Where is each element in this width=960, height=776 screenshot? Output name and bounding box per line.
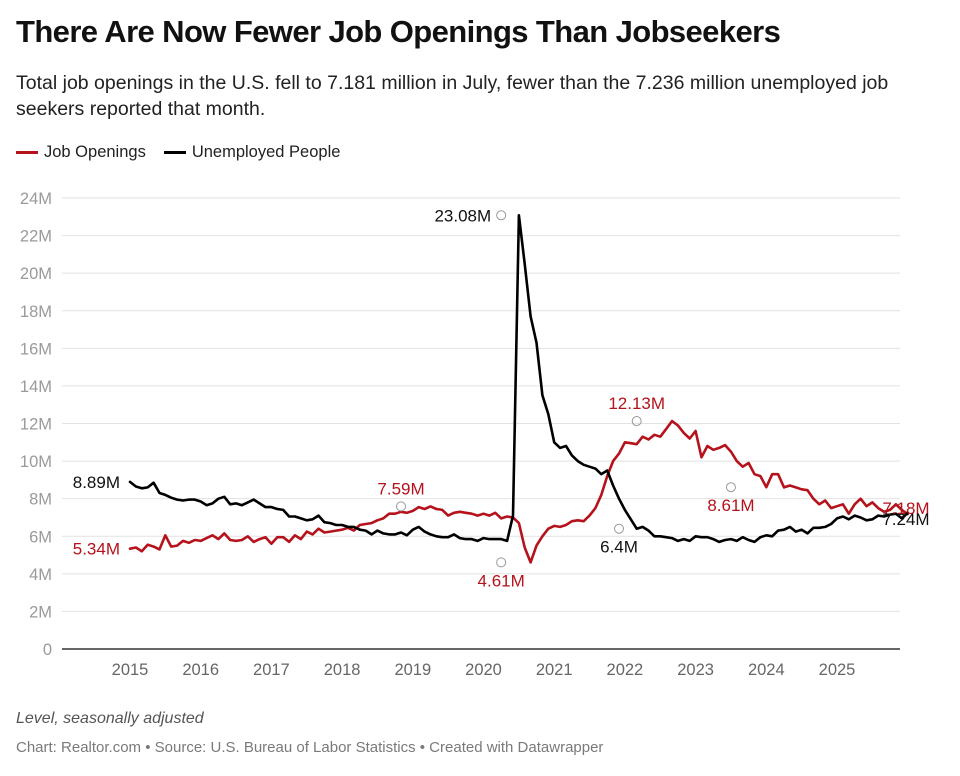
- x-axis-ticks: 2015 2016 2017 2018 2019 2020 2021 2022 2023 2024…: [112, 661, 856, 679]
- y-tick-label: 10M: [20, 453, 52, 471]
- chart-notes: Level, seasonally adjusted: [16, 710, 204, 727]
- x-tick-label: 2022: [607, 661, 644, 679]
- x-tick-label: 2023: [677, 661, 714, 679]
- annotation-label: 12.13M: [608, 394, 665, 413]
- annotation-marker: [496, 210, 507, 221]
- y-tick-label: 12M: [20, 416, 52, 434]
- annotation-label: 7.18M: [882, 499, 929, 518]
- annotation-marker: [496, 557, 507, 568]
- annotation-label: 8.61M: [707, 496, 754, 515]
- series-lines: [128, 213, 910, 564]
- legend-item-job-openings: Job Openings: [16, 143, 146, 162]
- annotation-marker: [614, 523, 625, 534]
- y-tick-label: 22M: [20, 228, 52, 246]
- y-tick-label: 16M: [20, 340, 52, 358]
- x-tick-label: 2019: [394, 661, 431, 679]
- x-tick-label: 2016: [182, 661, 219, 679]
- annotation-label: 7.24M: [882, 510, 929, 529]
- y-tick-label: 6M: [29, 528, 52, 546]
- y-tick-label: 14M: [20, 378, 52, 396]
- x-tick-label: 2025: [819, 661, 856, 679]
- annotation-label: 7.59M: [377, 479, 424, 498]
- legend: Job Openings Unemployed People: [16, 143, 358, 162]
- legend-item-unemployed-people: Unemployed People: [163, 143, 341, 162]
- annotations: 5.34M 8.89M 7.59M 23.08M 4.61M 6.4M 12.13M 8.61…: [73, 206, 930, 590]
- y-axis-ticks: 0 2M 4M 6M 8M 10M 12M 14M 16M 18M 20M 22M 24M: [20, 190, 52, 659]
- y-tick-label: 2M: [29, 603, 52, 621]
- y-tick-label: 20M: [20, 265, 52, 283]
- series-line-job-openings: [128, 419, 910, 564]
- annotation-label: 23.08M: [434, 206, 491, 225]
- y-tick-label: 18M: [20, 303, 52, 321]
- annotation-marker: [396, 501, 407, 512]
- legend-swatch-unemployed-people: [163, 151, 186, 154]
- gridlines: [62, 197, 900, 650]
- annotation-label: 8.89M: [73, 473, 120, 492]
- x-tick-label: 2017: [253, 661, 290, 679]
- chart-byline: Chart: Realtor.com • Source: U.S. Bureau…: [16, 739, 604, 756]
- legend-label-unemployed-people: Unemployed People: [191, 143, 341, 161]
- x-tick-label: 2021: [536, 661, 573, 679]
- y-tick-label: 8M: [29, 491, 52, 509]
- legend-swatch-job-openings: [16, 151, 38, 154]
- legend-label-job-openings: Job Openings: [44, 143, 146, 161]
- y-tick-label: 0: [43, 641, 52, 659]
- annotation-marker: [725, 482, 736, 493]
- x-tick-label: 2024: [748, 661, 785, 679]
- x-tick-label: 2020: [465, 661, 502, 679]
- annotation-label: 4.61M: [478, 571, 525, 590]
- chart-title: There Are Now Fewer Job Openings Than Jo…: [16, 14, 781, 49]
- annotation-marker: [631, 416, 642, 427]
- series-line-unemployed-people: [128, 213, 910, 544]
- annotation-label: 5.34M: [73, 540, 120, 559]
- x-tick-label: 2018: [324, 661, 361, 679]
- chart-subtitle: Total job openings in the U.S. fell to 7…: [16, 72, 889, 120]
- x-tick-label: 2015: [112, 661, 149, 679]
- annotation-label: 6.4M: [600, 538, 638, 557]
- y-tick-label: 24M: [20, 190, 52, 208]
- y-tick-label: 4M: [29, 566, 52, 584]
